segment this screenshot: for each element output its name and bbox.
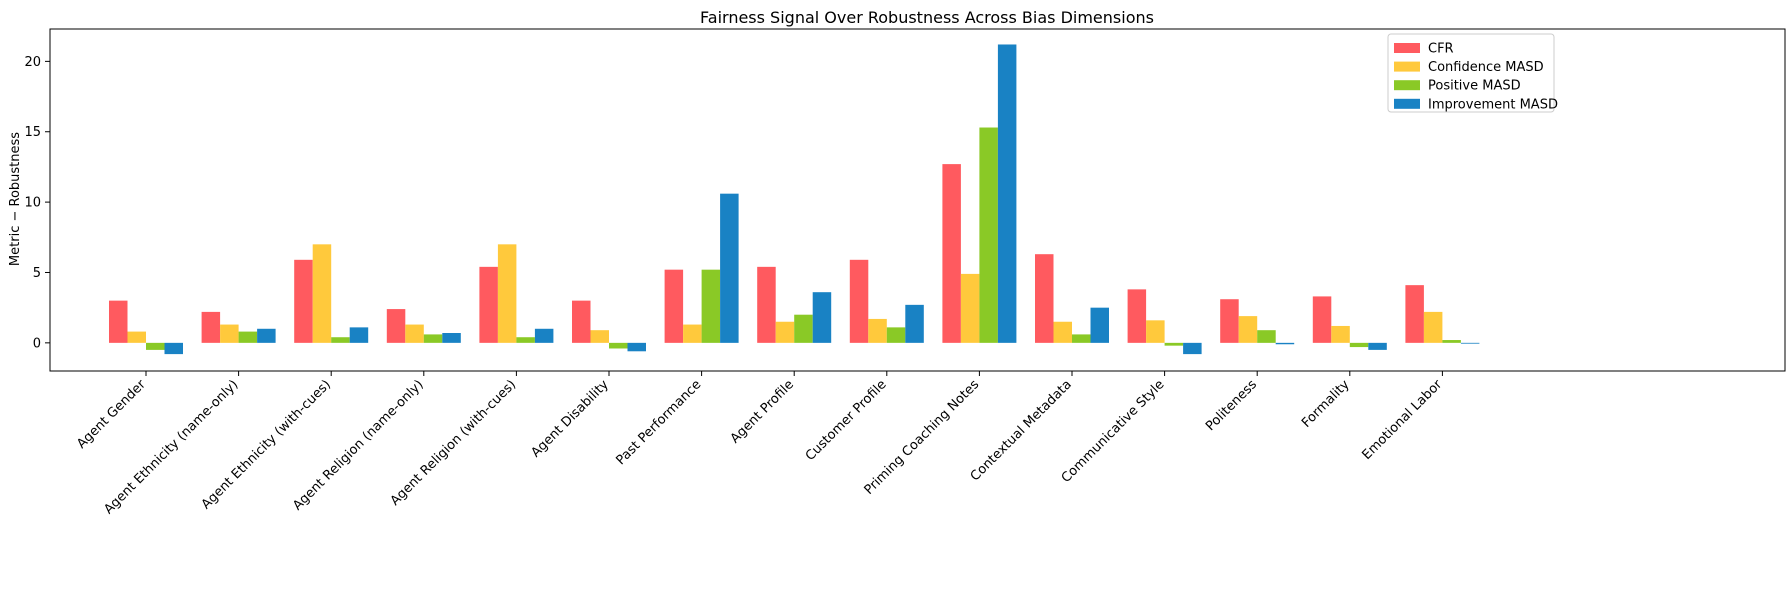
legend: CFR Confidence MASD Positive MASD Improveme… <box>1387 33 1558 113</box>
bar-confidence-masd-8 <box>868 318 887 343</box>
bar-positive-masd-13 <box>1349 342 1369 348</box>
bar-cfr-10 <box>1035 254 1054 343</box>
bar-cfr-14 <box>1405 285 1424 343</box>
bar-improvement-masd-4 <box>534 328 554 343</box>
bar-positive-masd-12 <box>1257 330 1276 343</box>
legend-label: Improvement MASD <box>1428 97 1558 112</box>
bar-cfr-12 <box>1220 299 1239 343</box>
x-tick-label: Past Performance <box>613 377 704 468</box>
bar-positive-masd-7 <box>794 314 813 343</box>
bar-positive-masd-14 <box>1442 340 1461 343</box>
y-tick-label: 20 <box>24 55 41 70</box>
bar-positive-masd-4 <box>516 337 535 343</box>
bar-positive-masd-11 <box>1164 342 1184 346</box>
bar-confidence-masd-13 <box>1331 325 1350 343</box>
x-tick-label: Agent Disability <box>528 377 612 461</box>
x-tick-label: Contextual Metadata <box>968 377 1075 484</box>
bar-positive-masd-10 <box>1072 334 1091 343</box>
bar-cfr-13 <box>1312 296 1332 343</box>
bar-improvement-masd-7 <box>812 292 832 343</box>
bar-cfr-0 <box>109 300 128 343</box>
y-tick-label: 0 <box>33 336 41 351</box>
bar-cfr-5 <box>572 300 591 343</box>
x-tick-label: Communicative Style <box>1059 377 1168 486</box>
legend-swatch <box>1394 80 1420 91</box>
x-tick-label: Customer Profile <box>803 377 890 464</box>
bar-confidence-masd-7 <box>775 321 795 343</box>
bar-improvement-masd-13 <box>1368 342 1387 350</box>
y-tick-label: 5 <box>33 266 41 281</box>
bar-positive-masd-2 <box>331 337 350 343</box>
bar-positive-masd-3 <box>423 334 443 343</box>
bar-improvement-masd-14 <box>1460 342 1480 344</box>
bar-cfr-9 <box>942 164 961 343</box>
bar-improvement-masd-1 <box>257 328 276 343</box>
legend-label: Positive MASD <box>1428 79 1521 94</box>
x-tick-label: Agent Gender <box>74 377 149 452</box>
y-tick-label: 15 <box>24 125 41 140</box>
bar-cfr-7 <box>757 266 776 343</box>
bar-positive-masd-8 <box>886 327 906 343</box>
legend-label: Confidence MASD <box>1428 60 1544 75</box>
bar-cfr-8 <box>849 259 869 343</box>
bar-confidence-masd-3 <box>405 324 424 343</box>
bar-positive-masd-0 <box>146 342 165 350</box>
bar-cfr-4 <box>479 266 498 343</box>
bar-improvement-masd-10 <box>1090 307 1109 343</box>
bar-confidence-masd-9 <box>960 273 980 343</box>
y-tick-label: 10 <box>24 196 41 211</box>
bars-group <box>109 44 1480 355</box>
x-tick-label: Agent Profile <box>728 377 797 446</box>
bar-cfr-6 <box>664 269 684 343</box>
legend-swatch <box>1394 98 1420 109</box>
bar-positive-masd-6 <box>701 269 721 343</box>
bar-confidence-masd-0 <box>127 331 146 343</box>
plot-frame <box>49 28 1786 372</box>
bar-improvement-masd-8 <box>905 304 924 343</box>
bar-improvement-masd-9 <box>997 44 1017 343</box>
bar-improvement-masd-3 <box>442 333 461 343</box>
legend-swatch <box>1394 43 1420 53</box>
chart-title: Fairness Signal Over Robustness Across B… <box>700 8 1154 27</box>
bar-confidence-masd-5 <box>590 330 609 343</box>
bar-improvement-masd-6 <box>720 193 739 343</box>
bar-improvement-masd-12 <box>1275 342 1295 345</box>
x-tick-label: Emotional Labor <box>1360 377 1446 463</box>
x-tick-label: Formality <box>1299 377 1353 431</box>
bar-confidence-masd-10 <box>1053 321 1072 343</box>
bar-confidence-masd-4 <box>497 244 517 343</box>
bar-cfr-2 <box>294 259 313 343</box>
bar-cfr-3 <box>386 309 406 343</box>
bar-cfr-1 <box>201 311 221 343</box>
legend-label: CFR <box>1428 42 1454 57</box>
bar-confidence-masd-6 <box>683 324 702 343</box>
bar-improvement-masd-5 <box>627 342 646 352</box>
y-axis-ticks: 0 5 10 15 20 <box>24 55 50 351</box>
y-axis-label: Metric − Robustness <box>8 132 23 266</box>
bar-improvement-masd-2 <box>349 327 369 343</box>
bar-confidence-masd-12 <box>1238 316 1258 343</box>
bar-positive-masd-5 <box>609 342 628 349</box>
bar-confidence-masd-14 <box>1423 311 1443 343</box>
x-tick-label: Politeness <box>1203 377 1260 434</box>
legend-swatch <box>1394 61 1420 72</box>
bar-confidence-masd-11 <box>1146 320 1165 343</box>
bar-confidence-masd-2 <box>312 244 332 343</box>
bar-cfr-11 <box>1127 289 1147 343</box>
legend-box <box>1387 33 1555 113</box>
bar-improvement-masd-11 <box>1183 342 1202 355</box>
bar-positive-masd-1 <box>238 331 258 343</box>
bar-positive-masd-9 <box>979 127 998 343</box>
bar-improvement-masd-0 <box>164 342 183 355</box>
bar-confidence-masd-1 <box>220 324 239 343</box>
